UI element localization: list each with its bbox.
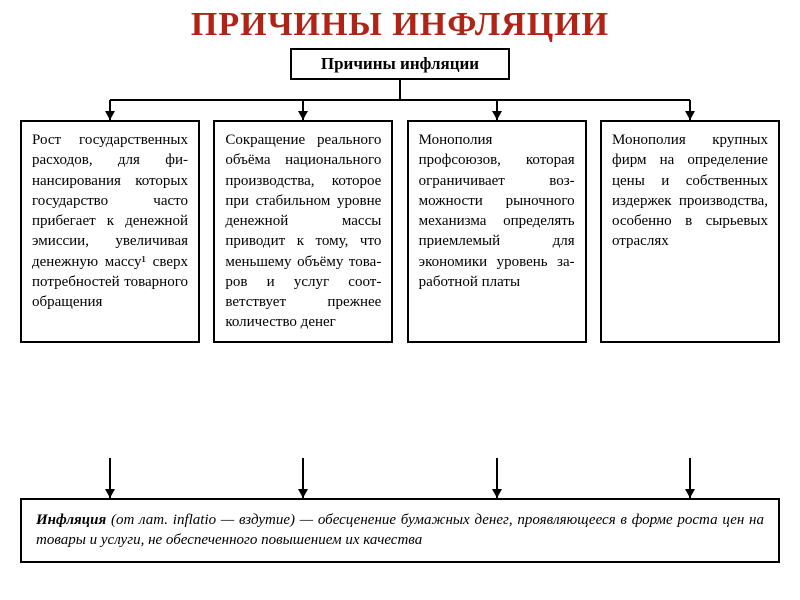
cause-box-3: Монополия профсоюзов, которая огра­ничив… — [407, 120, 587, 343]
definition-term: Инфляция — [36, 512, 106, 528]
definition-etym: (от лат. inflatio — вздутие) — — [106, 512, 318, 528]
definition-box: Инфляция (от лат. inflatio — вздутие) — … — [20, 498, 780, 563]
cause-columns: Рост государ­ственных рас­ходов, для фи­… — [20, 120, 780, 343]
cause-box-1: Рост государ­ственных рас­ходов, для фи­… — [20, 120, 200, 343]
cause-box-2: Сокращение ре­ального объёма национально… — [213, 120, 393, 343]
root-node: Причины инфляции — [290, 48, 510, 80]
cause-box-4: Монополия крупных фирм на опре­деление ц… — [600, 120, 780, 343]
page-title: ПРИЧИНЫ ИНФЛЯЦИИ — [0, 0, 800, 48]
